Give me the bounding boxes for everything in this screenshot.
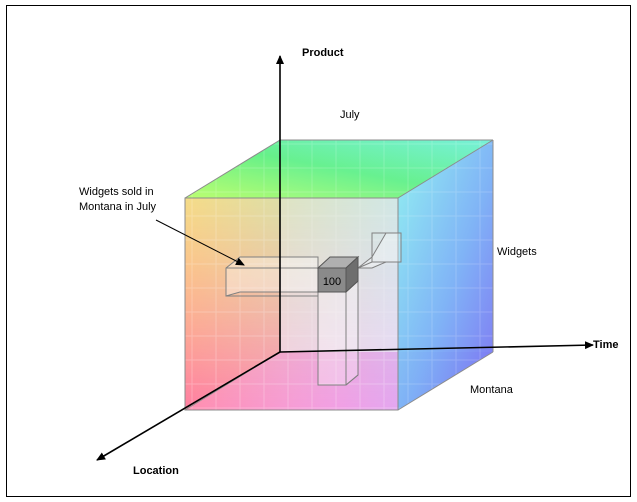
time-axis-label: Time <box>593 339 618 351</box>
time-axis <box>279 341 594 353</box>
location-axis-label: Location <box>133 465 179 477</box>
montana-label: Montana <box>470 384 514 396</box>
cube-side-faces <box>185 140 493 410</box>
cube-front-face <box>185 198 398 410</box>
callout-pointer <box>155 219 245 266</box>
slice-outlines <box>225 232 402 386</box>
axes <box>96 55 594 461</box>
widgets-label: Widgets <box>497 246 537 258</box>
callout-line-1: Widgets sold in <box>79 186 154 198</box>
cell-value: 100 <box>323 276 341 288</box>
july-label: July <box>340 109 360 121</box>
product-axis-label: Product <box>302 47 344 59</box>
location-axis <box>96 351 281 461</box>
callout-line-2: Montana in July <box>79 201 157 213</box>
highlighted-cell: 100 <box>316 255 360 294</box>
